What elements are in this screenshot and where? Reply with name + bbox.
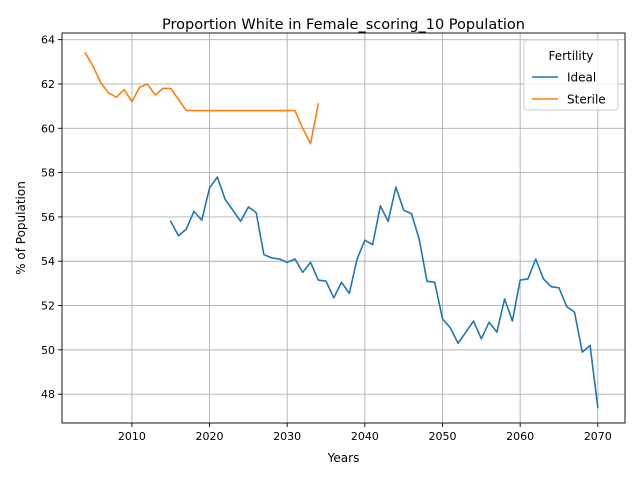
x-axis-ticks: 2010 2020 2030 2040 2050 2060 2070 [118, 423, 612, 443]
x-tick-label: 2010 [118, 430, 146, 443]
y-axis-ticks: 48 50 52 54 56 58 60 62 64 [41, 34, 62, 401]
y-tick-label: 48 [41, 388, 55, 401]
legend-title: Fertility [548, 49, 593, 63]
series-line-ideal [169, 176, 599, 409]
y-tick-label: 56 [41, 211, 55, 224]
x-tick-label: 2020 [196, 430, 224, 443]
series-line-sterile [84, 51, 320, 145]
y-axis-label: % of Population [14, 181, 28, 275]
series-lines [84, 51, 599, 409]
legend-box [523, 39, 619, 111]
x-tick-label: 2060 [506, 430, 534, 443]
y-tick-label: 60 [41, 122, 55, 135]
x-tick-label: 2050 [429, 430, 457, 443]
x-axis-label: Years [327, 451, 360, 465]
x-tick-label: 2030 [273, 430, 301, 443]
chart-title: Proportion White in Female_scoring_10 Po… [162, 17, 525, 33]
y-tick-label: 52 [41, 300, 55, 313]
x-tick-label: 2070 [584, 430, 612, 443]
y-tick-label: 64 [41, 34, 55, 47]
y-tick-label: 54 [41, 255, 55, 268]
grid [62, 33, 625, 423]
legend: Fertility Ideal Sterile [523, 39, 619, 111]
y-tick-label: 50 [41, 344, 55, 357]
y-tick-label: 58 [41, 167, 55, 180]
y-tick-label: 62 [41, 78, 55, 91]
plot-frame [61, 32, 626, 424]
legend-label-ideal: Ideal [567, 71, 596, 85]
legend-label-sterile: Sterile [567, 93, 606, 107]
x-tick-label: 2040 [351, 430, 379, 443]
